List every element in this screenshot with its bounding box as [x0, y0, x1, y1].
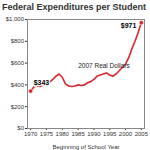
svg-text:2005: 2005 — [135, 131, 149, 137]
svg-text:$600: $600 — [11, 60, 25, 66]
svg-text:$800: $800 — [11, 38, 25, 44]
svg-text:2007 Real Dollars: 2007 Real Dollars — [78, 62, 130, 69]
svg-text:1985: 1985 — [71, 131, 85, 137]
svg-text:2000: 2000 — [119, 131, 133, 137]
svg-text:$200: $200 — [11, 104, 25, 110]
svg-text:1975: 1975 — [40, 131, 54, 137]
html-text:Federal Expenditures per Stude: Federal Expenditures per Student — [2, 2, 146, 12]
svg-text:$0: $0 — [17, 125, 24, 132]
svg-text:$400: $400 — [11, 82, 25, 88]
svg-text:$1,000: $1,000 — [6, 16, 25, 22]
svg-text:1995: 1995 — [103, 131, 117, 137]
svg-text:Beginning of School Year: Beginning of School Year — [52, 144, 119, 150]
svg-text:$971: $971 — [121, 22, 137, 30]
svg-text:1970: 1970 — [24, 131, 38, 137]
svg-text:$343: $343 — [34, 79, 50, 87]
svg-text:1990: 1990 — [87, 131, 101, 137]
svg-text:1980: 1980 — [56, 131, 70, 137]
